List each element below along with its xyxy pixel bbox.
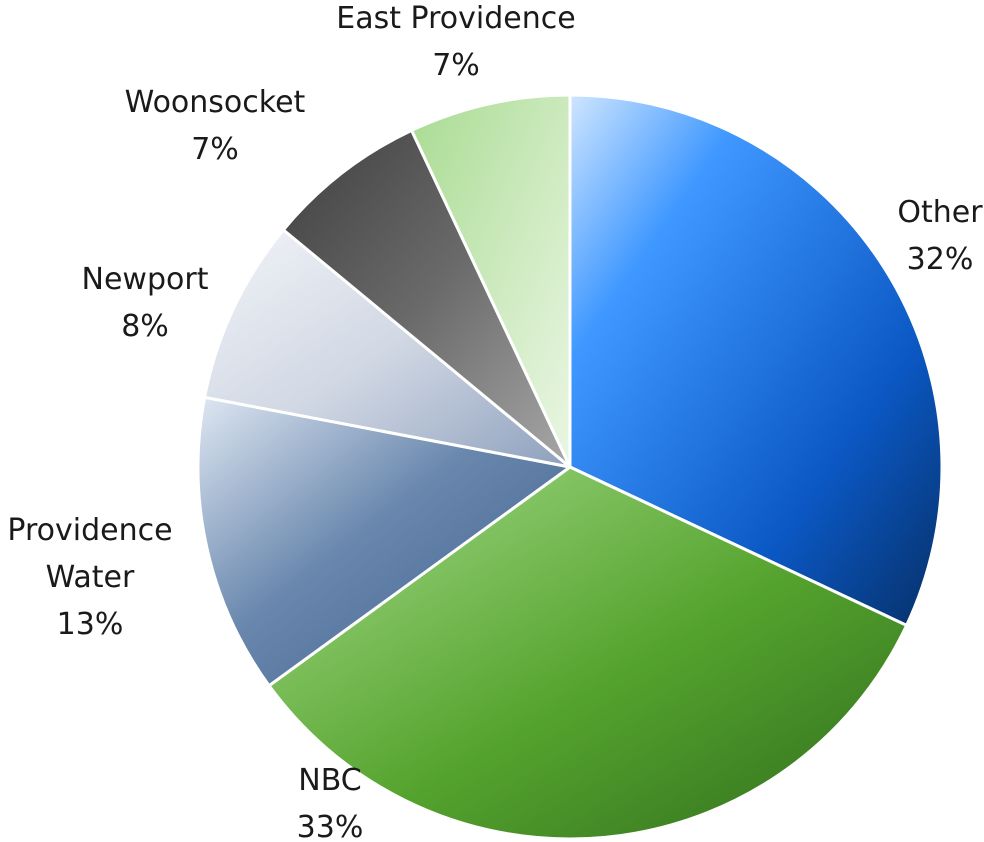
pie-slice-east-providence (410, 93, 572, 469)
pie-slice-woonsocket (281, 128, 572, 469)
slice-percent: 13% (57, 607, 124, 642)
pie-slice-nbc (267, 465, 909, 841)
slice-label-other: Other 32% (897, 195, 983, 277)
slice-percent: 7% (432, 48, 480, 83)
slice-label-nbc: NBC 33% (297, 763, 364, 842)
slice-label-east-providence: East Providence 7% (336, 1, 575, 83)
slice-percent: 8% (121, 309, 169, 344)
slice-percent: 32% (907, 242, 974, 277)
slice-label-providence-water: Providence Water 13% (7, 513, 172, 642)
slice-percent: 33% (297, 810, 364, 842)
pie-slice-providence-water (196, 395, 572, 688)
slice-label-newport: Newport 8% (82, 262, 209, 344)
pie-slice-newport (203, 228, 572, 469)
pie-slice-other (568, 93, 944, 627)
slice-label-woonsocket: Woonsocket 7% (125, 85, 306, 167)
slice-percent: 7% (191, 132, 239, 167)
